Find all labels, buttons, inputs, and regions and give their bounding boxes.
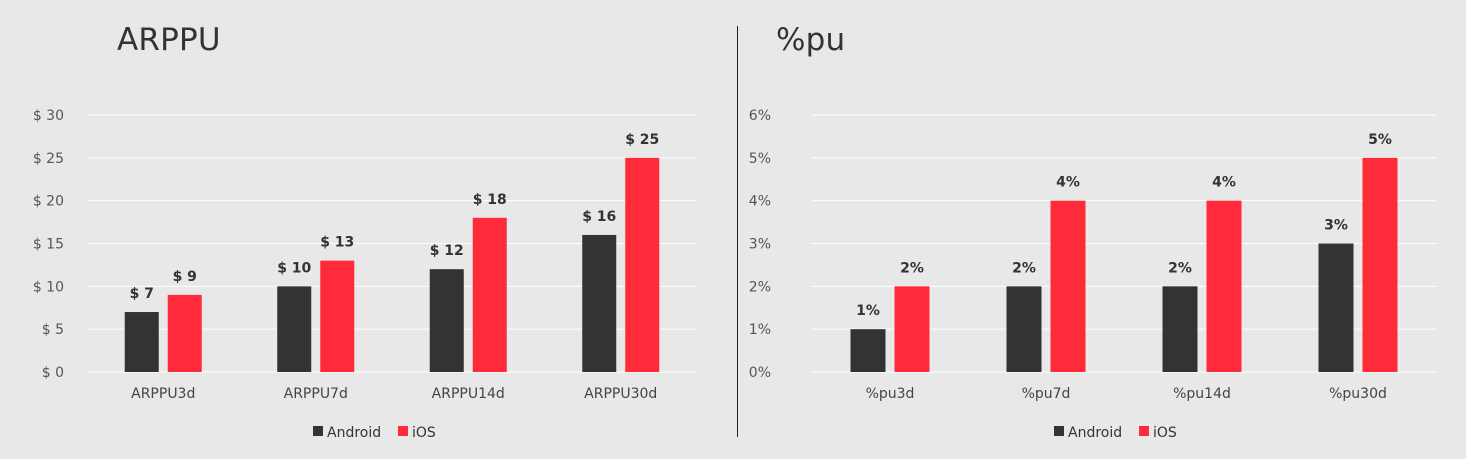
arppu-bar-android: [582, 234, 617, 372]
arppu-y-tick-label: $ 15: [33, 237, 64, 253]
pu-data-label-ios: 2%: [900, 260, 924, 276]
arppu-bar-ios: [625, 157, 660, 372]
arppu-legend-label-ios: iOS: [412, 425, 436, 441]
arppu-x-tick-label: ARPPU3d: [131, 386, 195, 402]
arppu-data-label-ios: $ 25: [625, 132, 659, 148]
pu-chart: 0% 1% 2% 3% 4% 5% 6% 1% 2% %pu3d 2% 4% %pu7d 2% 4% %pu1…: [749, 108, 1436, 441]
arppu-legend-label-android: Android: [327, 425, 381, 441]
arppu-data-label-android: $ 7: [130, 286, 154, 302]
pu-chart-title: %pu: [776, 22, 846, 58]
arppu-y-tick-label: $ 20: [33, 194, 64, 210]
pu-bar-android: [1318, 243, 1354, 372]
pu-x-tick-label: %pu7d: [1022, 386, 1071, 402]
arppu-bar-android: [277, 286, 312, 372]
pu-y-tick-label: 4%: [749, 194, 771, 210]
pu-panel: %pu 0% 1% 2% 3% 4% 5% 6% 1% 2% %pu3d 2% 4% %pu7d 2% 4%…: [738, 0, 1466, 459]
pu-data-label-android: 1%: [856, 303, 880, 319]
pu-y-tick-label: 5%: [749, 151, 771, 167]
pu-data-label-ios: 4%: [1212, 175, 1236, 191]
pu-y-tick-label: 1%: [749, 322, 771, 338]
arppu-x-tick-label: ARPPU7d: [284, 386, 348, 402]
panel-divider: [737, 26, 738, 437]
arppu-chart: $ 0 $ 5 $ 10 $ 15 $ 20 $ 25 $ 30 $ 7 $ 9 ARPPU3d $…: [33, 108, 697, 441]
arppu-data-label-android: $ 16: [582, 209, 616, 225]
pu-x-tick-label: %pu14d: [1173, 386, 1231, 402]
arppu-x-tick-label: ARPPU30d: [584, 386, 657, 402]
pu-bar-android: [1162, 286, 1198, 372]
arppu-x-tick-label: ARPPU14d: [432, 386, 505, 402]
arppu-y-tick-label: $ 0: [42, 365, 64, 381]
arppu-bar-ios: [472, 217, 507, 372]
pu-x-tick-label: %pu3d: [866, 386, 915, 402]
pu-bar-ios: [1050, 200, 1086, 372]
pu-y-tick-label: 3%: [749, 237, 771, 253]
arppu-legend-swatch-android: [313, 426, 323, 436]
pu-x-tick-label: %pu30d: [1329, 386, 1387, 402]
arppu-bar-android: [124, 312, 159, 372]
pu-data-label-android: 2%: [1012, 260, 1036, 276]
pu-data-label-android: 3%: [1324, 218, 1348, 234]
arppu-bar-ios: [320, 260, 355, 372]
arppu-bar-ios: [167, 294, 202, 372]
pu-bar-android: [1006, 286, 1042, 372]
arppu-data-label-android: $ 12: [430, 243, 464, 259]
arppu-y-tick-label: $ 10: [33, 279, 64, 295]
arppu-data-label-ios: $ 13: [320, 235, 354, 251]
arppu-y-tick-label: $ 25: [33, 151, 64, 167]
arppu-legend-swatch-ios: [398, 426, 408, 436]
pu-legend-swatch-android: [1054, 426, 1064, 436]
pu-data-label-ios: 5%: [1368, 132, 1392, 148]
arppu-y-tick-label: $ 5: [42, 322, 64, 338]
arppu-chart-title: ARPPU: [117, 22, 221, 58]
arppu-y-tick-label: $ 30: [33, 108, 64, 124]
pu-y-tick-label: 6%: [749, 108, 771, 124]
pu-bar-ios: [1206, 200, 1242, 372]
pu-data-label-android: 2%: [1168, 260, 1192, 276]
arppu-panel: ARPPU $ 0 $ 5 $ 10 $ 15 $ 20 $ 25 $ 30 $ 7 $ 9 AR…: [33, 22, 697, 441]
arppu-bar-android: [429, 269, 464, 372]
pu-legend-swatch-ios: [1139, 426, 1149, 436]
arppu-data-label-ios: $ 18: [473, 192, 507, 208]
pu-data-label-ios: 4%: [1056, 175, 1080, 191]
pu-bar-android: [850, 329, 886, 372]
pu-legend-label-android: Android: [1068, 425, 1122, 441]
pu-bar-ios: [1362, 157, 1398, 372]
pu-legend-label-ios: iOS: [1153, 425, 1177, 441]
pu-y-tick-label: 2%: [749, 279, 771, 295]
arppu-data-label-android: $ 10: [277, 260, 311, 276]
pu-y-tick-label: 0%: [749, 365, 771, 381]
arppu-data-label-ios: $ 9: [173, 269, 197, 285]
pu-bar-ios: [894, 286, 930, 372]
